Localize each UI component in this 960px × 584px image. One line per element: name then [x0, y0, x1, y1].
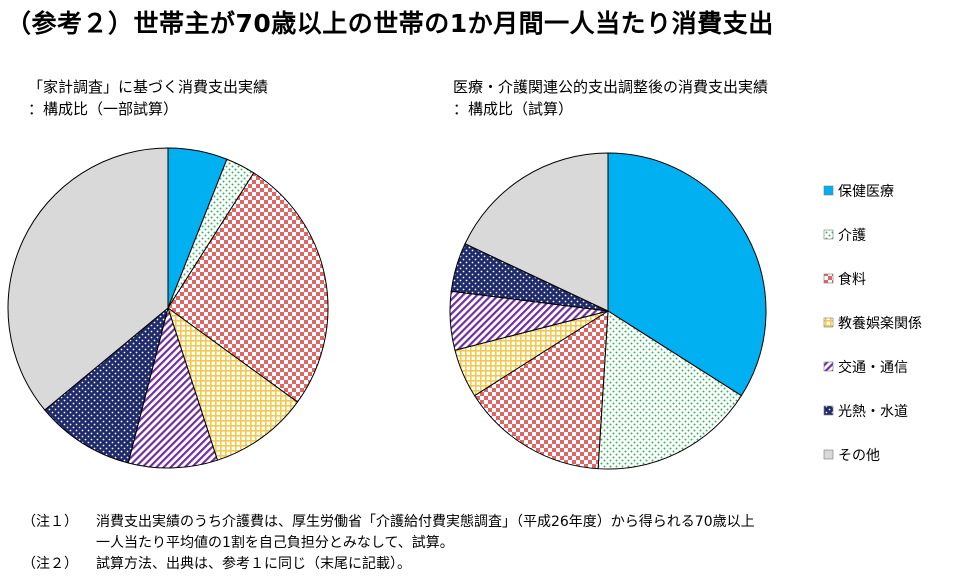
right-pie-slice-care [597, 310, 743, 470]
left-pie-slice-other [7, 147, 169, 411]
legend-label-health: 保健医療 [838, 183, 894, 200]
left-chart-title: 「家計調査」に基づく消費支出実績 [28, 78, 269, 96]
note-1-label: （注１） [22, 514, 78, 530]
note-1-line-2: 一人当たり平均値の1割を自己負担分とみなして、試算。 [96, 535, 454, 551]
legend-swatch-health [823, 185, 834, 196]
legend-label-transport: 交通・通信 [838, 359, 908, 376]
legend-label-utilities: 光熱・水道 [838, 404, 908, 420]
legend-swatch-transport [823, 361, 834, 372]
left-pie-slice-culture [167, 306, 299, 461]
page-title: （参考２）世帯主が70歳以上の世帯の1か月間一人当たり消費支出 [6, 9, 774, 38]
footnotes: （注１） 消費支出実績のうち介護費は、厚生労働省「介護給付費実態調査」（平成26… [22, 512, 755, 575]
right-pie-chart [449, 152, 767, 470]
right-chart-header: 医療・介護関連公的支出調整後の消費支出実績 ：構成比（試算） [453, 76, 768, 120]
note-1: （注１） 消費支出実績のうち介護費は、厚生労働省「介護給付費実態調査」（平成26… [22, 512, 755, 554]
right-pie-slice-food [473, 310, 609, 470]
note-1-line-1: 消費支出実績のうち介護費は、厚生労働省「介護給付費実態調査」（平成26年度）から… [96, 514, 755, 530]
right-chart-subtitle: ：構成比（試算） [453, 100, 574, 118]
legend-label-other: その他 [838, 448, 880, 464]
legend-swatch-utilities [823, 405, 834, 416]
right-pie-slice-other [464, 152, 609, 312]
note-2: （注２） 試算方法、出典は、参考１に同じ（末尾に記載）。 [22, 554, 755, 575]
legend-label-care: 介護 [838, 228, 866, 244]
right-pie-slice-health [607, 152, 767, 397]
left-pie-chart [7, 147, 329, 469]
legend-label-culture: 教養娯楽関係 [838, 315, 922, 332]
note-2-label: （注２） [22, 556, 78, 572]
left-pie-slice-utilities [44, 306, 169, 464]
left-chart-subtitle: ：構成比（一部試算） [28, 100, 179, 118]
legend-swatch-culture [823, 317, 834, 328]
legend-swatch-other [823, 449, 834, 460]
left-pie-slice-food [167, 172, 329, 403]
legend-swatch-care [823, 229, 834, 240]
left-chart-header: 「家計調査」に基づく消費支出実績 ：構成比（一部試算） [28, 76, 268, 120]
left-pie-slice-transport [127, 306, 219, 469]
legend-swatch-food [823, 273, 834, 284]
legend-label-food: 食料 [838, 271, 866, 288]
note-2-line-1: 試算方法、出典は、参考１に同じ（末尾に記載）。 [96, 556, 411, 572]
right-chart-title: 医療・介護関連公的支出調整後の消費支出実績 [453, 78, 769, 96]
